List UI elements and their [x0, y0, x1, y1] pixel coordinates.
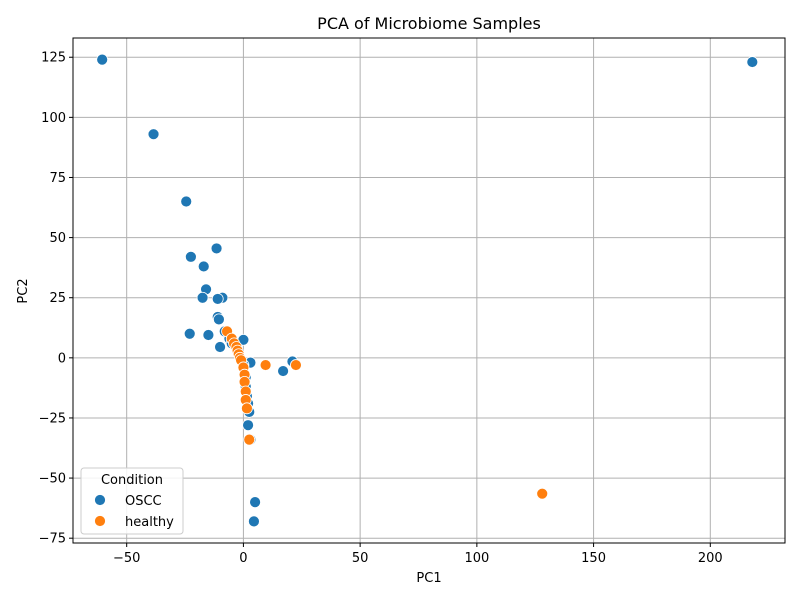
point-healthy — [259, 359, 272, 371]
point-oscc — [180, 195, 193, 208]
point-oscc — [213, 313, 225, 326]
y-tick-label: 100 — [41, 111, 66, 126]
grid-lines — [73, 38, 785, 543]
x-tick-label: −50 — [113, 551, 140, 566]
legend-marker-healthy — [94, 515, 106, 527]
legend-marker-oscc — [94, 494, 106, 506]
y-tick-label: 75 — [49, 171, 66, 186]
point-oscc — [242, 419, 254, 432]
y-tick-label: −25 — [39, 411, 66, 426]
point-oscc — [746, 56, 759, 68]
point-oscc — [202, 329, 215, 341]
point-oscc — [96, 53, 109, 66]
point-healthy — [241, 402, 253, 415]
point-oscc — [248, 515, 260, 528]
series-healthy — [221, 325, 549, 500]
point-oscc — [214, 341, 226, 353]
point-oscc — [277, 365, 289, 377]
chart-title: PCA of Microbiome Samples — [317, 14, 541, 33]
y-tick-label: −50 — [39, 472, 66, 487]
x-axis-label: PC1 — [416, 571, 441, 586]
point-oscc — [184, 250, 197, 263]
point-oscc — [197, 260, 210, 273]
plot-frame — [72, 37, 786, 544]
y-tick-label: 125 — [41, 51, 66, 66]
point-oscc — [147, 128, 160, 141]
y-axis-label: PC2 — [16, 278, 31, 303]
point-oscc — [196, 291, 209, 304]
x-tick-label: 200 — [698, 551, 723, 566]
point-healthy — [290, 359, 302, 371]
x-tick-label: 0 — [239, 551, 247, 566]
point-oscc — [211, 293, 224, 305]
point-oscc — [210, 242, 223, 255]
point-healthy — [243, 433, 256, 446]
point-oscc — [249, 496, 261, 509]
data-points — [96, 53, 759, 528]
legend-label-healthy: healthy — [125, 515, 174, 530]
y-tick-label: −75 — [39, 532, 66, 547]
point-healthy — [536, 487, 549, 500]
y-tick-label: 0 — [58, 351, 66, 366]
axis-ticks: −50 0 50 100 150 200 −75 −50 −25 0 25 50 75 100 125 — [39, 51, 723, 566]
x-tick-label: 150 — [581, 551, 606, 566]
legend-title: Condition — [101, 473, 163, 488]
y-tick-label: 50 — [49, 231, 66, 246]
legend-label-oscc: OSCC — [125, 494, 162, 509]
y-tick-label: 25 — [49, 291, 66, 306]
legend: Condition OSCC healthy — [80, 467, 184, 535]
point-oscc — [183, 327, 196, 340]
x-tick-label: 100 — [464, 551, 489, 566]
x-tick-label: 50 — [352, 551, 369, 566]
legend-box — [80, 467, 184, 535]
